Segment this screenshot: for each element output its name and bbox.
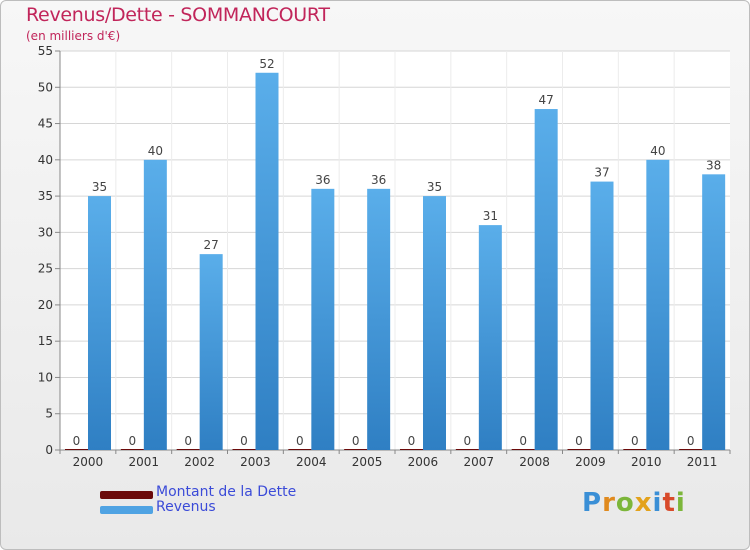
- legend-label-revenus: Revenus: [156, 499, 216, 515]
- logo-letter: x: [634, 488, 653, 518]
- revenue-bar: [88, 196, 111, 450]
- y-tick-label: 20: [38, 298, 53, 312]
- debt-value-label: 0: [129, 434, 137, 448]
- revenue-bar: [423, 196, 446, 450]
- logo-letter: r: [602, 488, 616, 518]
- debt-value-label: 0: [73, 434, 81, 448]
- revenue-value-label: 36: [315, 173, 330, 187]
- revenue-value-label: 52: [259, 57, 274, 71]
- chart-subtitle: (en milliers d'€): [26, 29, 121, 43]
- debt-bar: [400, 449, 423, 450]
- debt-bar: [679, 449, 703, 450]
- y-tick-label: 50: [38, 80, 53, 94]
- x-tick-label: 2003: [240, 455, 271, 469]
- revenue-bar: [367, 188, 391, 450]
- revenue-value-label: 35: [427, 180, 442, 194]
- revenue-bar: [143, 159, 167, 450]
- bars: [65, 72, 726, 450]
- logo-letter: i: [652, 488, 663, 518]
- x-tick-label: 2006: [408, 455, 439, 469]
- revenue-bar: [590, 181, 614, 450]
- revenue-value-label: 36: [371, 173, 386, 187]
- proxiti-logo: Proxiti: [582, 488, 686, 518]
- y-tick-label: 30: [38, 225, 53, 239]
- debt-bar: [567, 449, 591, 450]
- y-tick-label: 0: [45, 443, 53, 457]
- y-tick-label: 55: [38, 44, 53, 58]
- x-tick-label: 2001: [128, 455, 159, 469]
- debt-bar: [176, 449, 200, 450]
- debt-bar: [344, 449, 368, 450]
- x-tick-label: 2008: [519, 455, 550, 469]
- debt-bar: [288, 449, 312, 450]
- logo-letter: t: [662, 488, 676, 518]
- debt-value-label: 0: [575, 434, 583, 448]
- y-tick-label: 35: [38, 189, 53, 203]
- x-tick-label: 2011: [687, 455, 718, 469]
- revenue-value-label: 27: [204, 238, 219, 252]
- logo-letter: i: [675, 488, 686, 518]
- debt-bar: [623, 449, 647, 450]
- revenue-bar: [199, 254, 223, 450]
- grid-lines: [60, 50, 730, 450]
- revenue-bar: [702, 174, 726, 450]
- x-tick-label: 2009: [575, 455, 606, 469]
- x-tick-label: 2007: [463, 455, 494, 469]
- y-tick-label: 5: [45, 407, 53, 421]
- x-tick-label: 2000: [73, 455, 104, 469]
- debt-bar: [232, 449, 256, 450]
- revenue-bar: [534, 109, 558, 450]
- revenue-value-label: 31: [483, 209, 498, 223]
- revenue-value-label: 37: [594, 166, 609, 180]
- debt-value-label: 0: [408, 434, 416, 448]
- legend-swatch-revenus: [100, 506, 153, 514]
- revenue-bar: [646, 159, 670, 450]
- y-tick-label: 25: [38, 262, 53, 276]
- y-tick-label: 15: [38, 334, 53, 348]
- legend-swatch-dette: [100, 491, 153, 499]
- logo-letter: o: [615, 488, 635, 518]
- revenue-bar: [478, 225, 502, 450]
- debt-value-label: 0: [240, 434, 248, 448]
- x-tick-label: 2010: [631, 455, 662, 469]
- revenue-bar: [311, 188, 335, 450]
- logo-letter: P: [582, 488, 603, 518]
- revenue-bar: [255, 72, 279, 450]
- debt-value-label: 0: [352, 434, 360, 448]
- debt-value-label: 0: [631, 434, 639, 448]
- chart-title: Revenus/Dette - SOMMANCOURT: [26, 4, 330, 26]
- x-tick-label: 2005: [352, 455, 383, 469]
- revenue-value-label: 47: [539, 93, 554, 107]
- debt-value-label: 0: [296, 434, 304, 448]
- debt-bar: [511, 449, 535, 450]
- revenue-value-label: 35: [92, 180, 107, 194]
- legend-label-dette: Montant de la Dette: [156, 484, 297, 500]
- debt-bar: [455, 449, 479, 450]
- labels: 0 5 10 15 20 25 30 35 40 45 50 55 0 35 2000 0 40 2001 0 27 2…: [38, 44, 722, 469]
- debt-value-label: 0: [464, 434, 472, 448]
- revenue-value-label: 38: [706, 158, 721, 172]
- revenue-value-label: 40: [650, 144, 665, 158]
- revenue-value-label: 40: [148, 144, 163, 158]
- axes: [55, 50, 731, 454]
- debt-bar: [65, 449, 88, 450]
- debt-value-label: 0: [687, 434, 695, 448]
- x-tick-label: 2004: [296, 455, 327, 469]
- y-tick-label: 45: [38, 117, 53, 131]
- y-tick-label: 10: [38, 370, 53, 384]
- x-tick-label: 2002: [184, 455, 215, 469]
- debt-value-label: 0: [519, 434, 527, 448]
- debt-value-label: 0: [184, 434, 192, 448]
- debt-bar: [120, 449, 144, 450]
- y-tick-label: 40: [38, 153, 53, 167]
